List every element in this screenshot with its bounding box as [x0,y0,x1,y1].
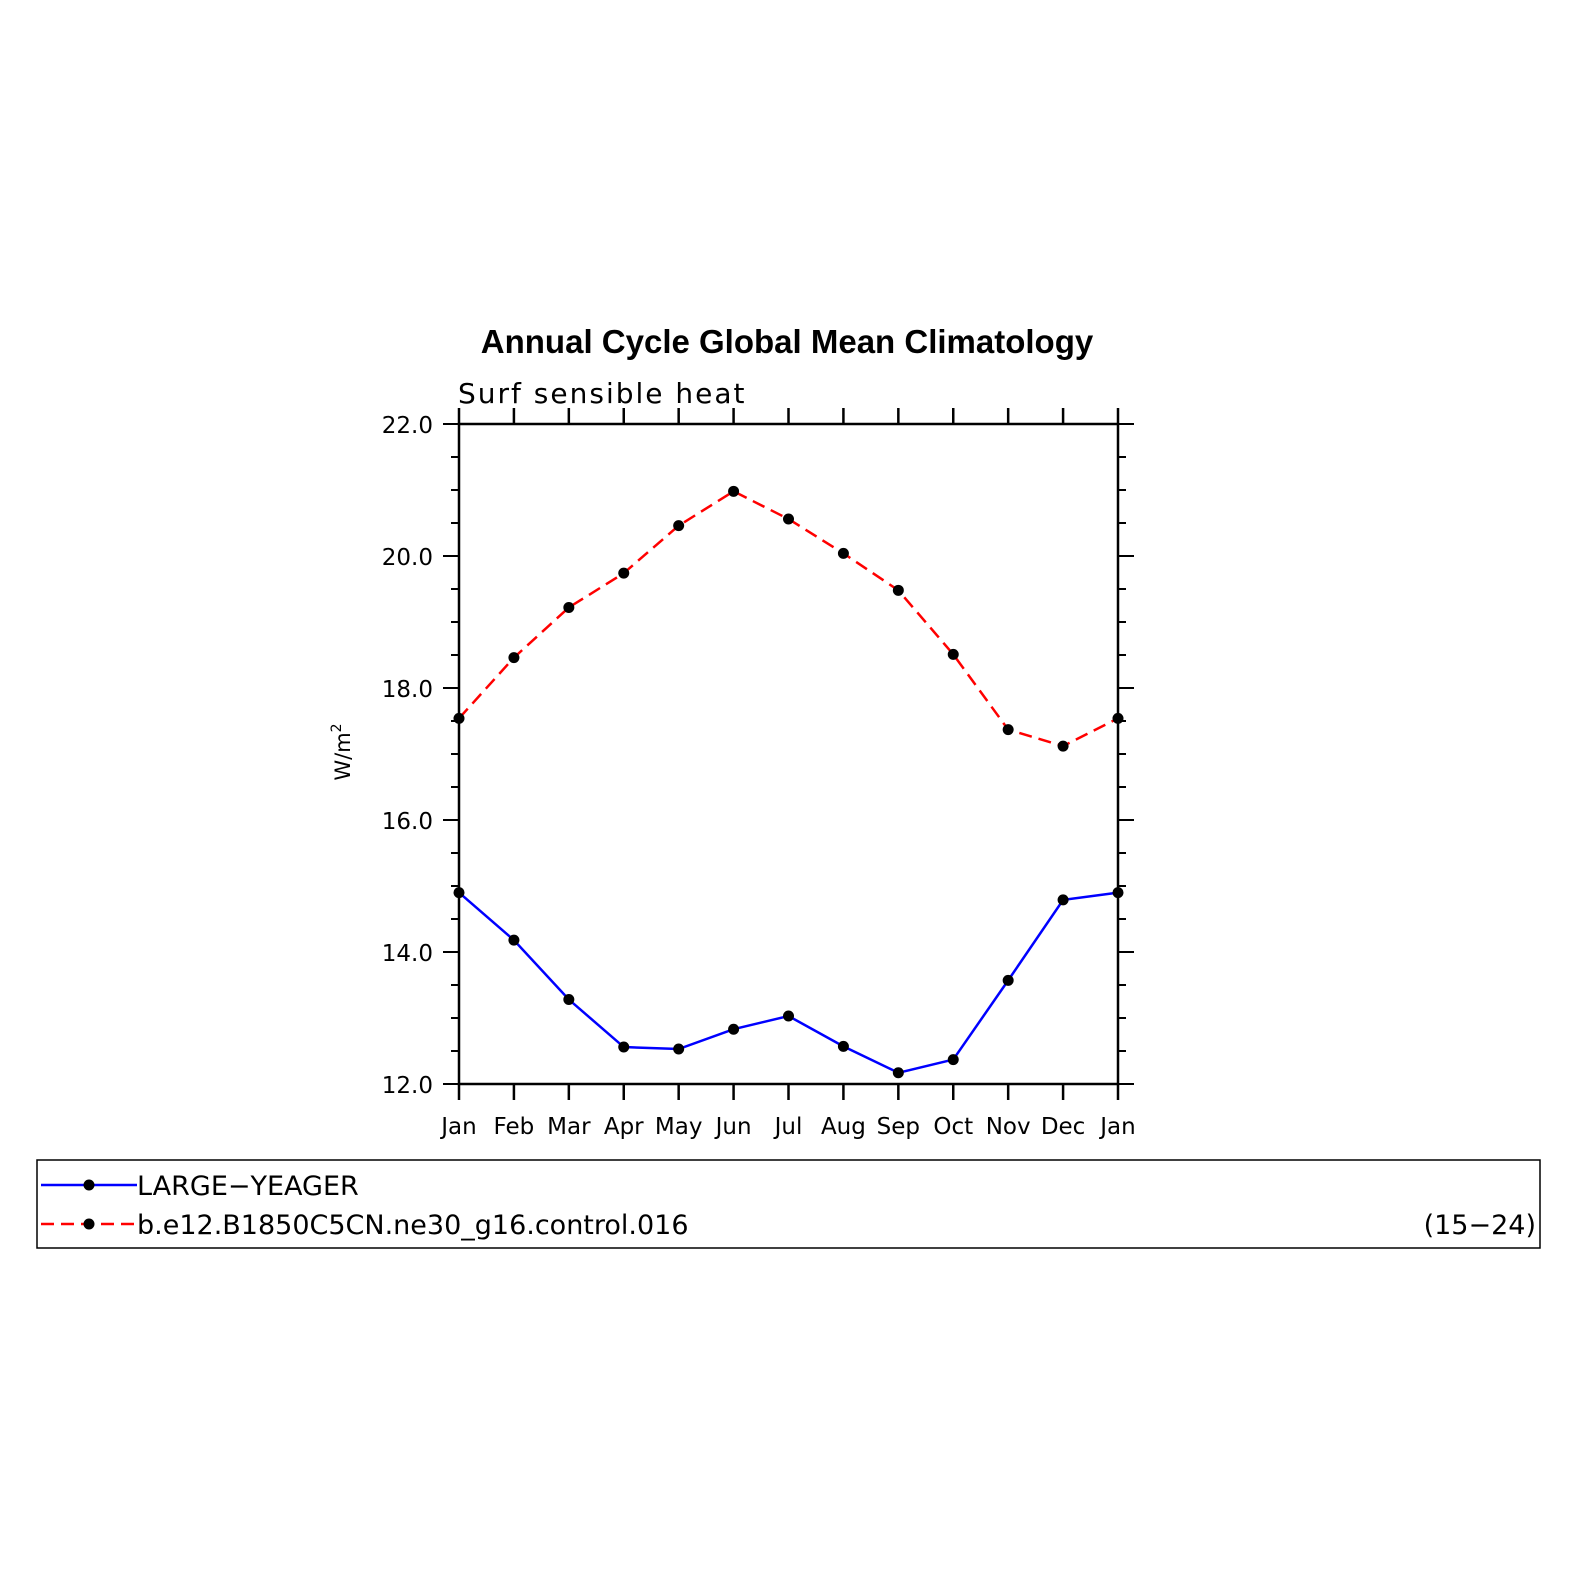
y-axis-label-base: W/m [331,732,355,780]
y-tick-label: 12.0 [382,1073,433,1099]
series-1-point [947,648,959,660]
legend-box [36,1159,1541,1249]
series-1-point [618,567,630,579]
x-tick-label: Oct [933,1114,973,1140]
x-tick-label: Apr [604,1114,644,1140]
y-tick-label: 14.0 [382,941,433,967]
x-tick-label: Jan [1098,1114,1135,1140]
series-0-point [837,1040,849,1052]
series-1-point [1057,740,1069,752]
series-line-1 [458,489,1119,748]
series-0-point [947,1054,959,1066]
x-tick-labels: Jan Feb Mar Apr May Jun Jul Aug Sep Oct Nov Dec Jan [439,1114,1135,1140]
y-axis-label: W/m2 [329,723,355,780]
legend-entry-large-yeager: LARGE−YEAGER [41,1171,359,1202]
legend-entry-control: b.e12.B1850C5CN.ne30_g16.control.016 [41,1210,689,1241]
series-0-point [453,887,465,899]
legend-label-control: b.e12.B1850C5CN.ne30_g16.control.016 [137,1210,689,1241]
x-tick-label: Jul [773,1114,803,1140]
series-1-point [508,652,520,664]
series-1-point [1002,724,1014,736]
series-0-point [783,1010,794,1022]
series-0-point [563,994,575,1006]
x-tick-label: Dec [1041,1114,1086,1140]
x-tick-label: Aug [821,1114,866,1140]
series-1-point [673,520,685,532]
x-tick-label: Mar [547,1114,591,1140]
series-1-point [892,584,904,596]
series-0-point [508,934,520,946]
series-layer [453,485,1124,1079]
series-0-point [892,1067,904,1079]
y-tick-label: 16.0 [382,809,433,835]
series-0-point [728,1023,740,1035]
legend-label-large-yeager: LARGE−YEAGER [137,1171,359,1202]
legend-note: (15−24) [1424,1210,1536,1241]
series-1-point [453,712,465,724]
legend-marker-control [83,1218,95,1230]
y-axis-label-superscript: 2 [329,723,345,732]
series-0-point [618,1041,630,1053]
y-tick-label: 18.0 [382,677,433,703]
x-tick-label: Feb [494,1114,535,1140]
series-0-point [1057,894,1069,906]
series-0-point [1002,974,1014,986]
series-0-point [673,1043,685,1055]
y-tick-label: 20.0 [382,545,433,571]
series-line-0 [458,891,1119,1075]
axis-ticks [443,408,1134,1100]
x-tick-label: Nov [986,1114,1031,1140]
series-1-point [837,547,849,559]
series-1-point [1112,712,1124,724]
chart-title: Annual Cycle Global Mean Climatology [481,323,1094,360]
y-tick-label: 22.0 [382,413,433,439]
series-1-point [563,601,575,613]
x-tick-label: Jun [714,1114,752,1140]
x-tick-label: Sep [877,1114,920,1140]
y-tick-labels: 12.0 14.0 16.0 18.0 20.0 22.0 [382,413,433,1099]
chart-subtitle: Surf sensible heat [458,377,747,410]
series-1-point [783,513,794,525]
series-0-point [1112,887,1124,899]
legend-marker-large-yeager [83,1179,95,1191]
x-tick-label: May [655,1114,703,1140]
series-1-point [728,485,740,497]
x-tick-label: Jan [439,1114,476,1140]
